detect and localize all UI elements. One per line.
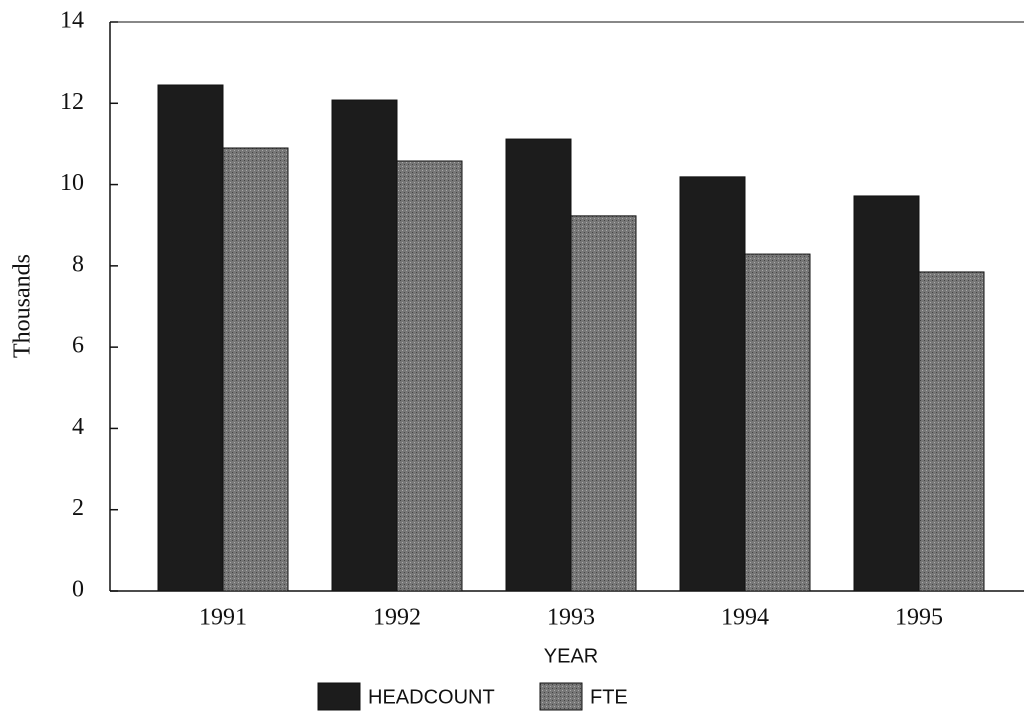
bar: [744, 253, 811, 592]
x-tick-label: 1993: [547, 605, 595, 631]
legend-label: HEADCOUNT: [368, 686, 495, 708]
y-tick-label: 2: [72, 495, 84, 521]
bar: [157, 84, 224, 592]
x-tick-label: 1994: [721, 605, 769, 631]
y-tick-label: 14: [60, 8, 84, 34]
x-axis-label: YEAR: [544, 645, 598, 667]
bar: [505, 138, 572, 592]
y-tick-label: 10: [60, 170, 84, 196]
y-axis-label: Thousands: [10, 254, 36, 358]
y-tick-label: 6: [72, 333, 84, 359]
y-tick-label: 4: [72, 414, 84, 440]
x-tick-label: 1995: [895, 605, 943, 631]
bar: [396, 160, 463, 592]
y-tick-label: 12: [60, 89, 84, 115]
y-tick-label: 8: [72, 251, 84, 277]
bar: [679, 176, 746, 592]
legend-swatch: [539, 682, 583, 711]
bar: [918, 271, 985, 592]
legend-label: FTE: [590, 686, 628, 708]
y-tick-label: 0: [72, 577, 84, 603]
bar: [570, 215, 637, 592]
legend-swatch: [317, 682, 361, 711]
bar: [853, 195, 920, 592]
bar: [331, 99, 398, 592]
bar: [222, 147, 289, 592]
x-tick-label: 1991: [199, 605, 247, 631]
x-tick-label: 1992: [373, 605, 421, 631]
